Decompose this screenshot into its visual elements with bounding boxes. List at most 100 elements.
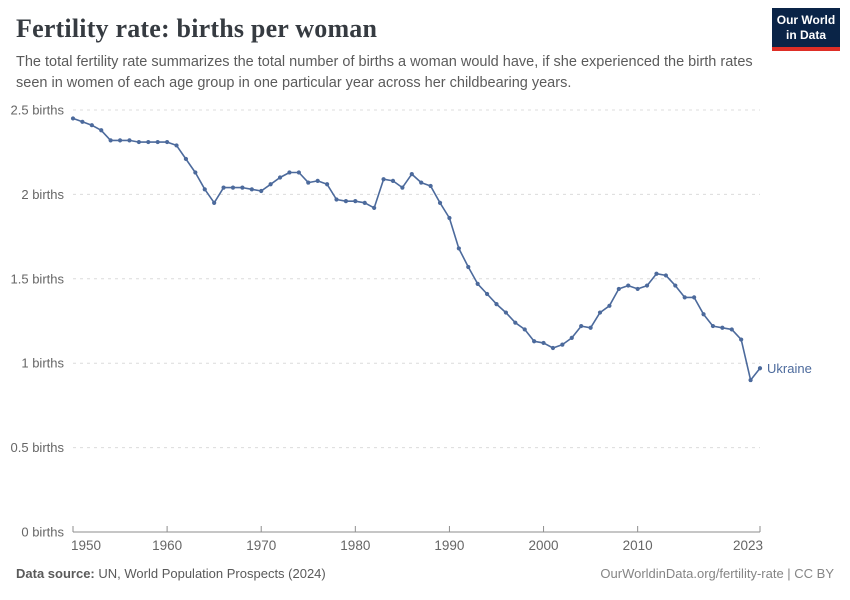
data-point[interactable] [447,215,452,221]
data-point[interactable] [155,139,160,145]
data-point[interactable] [729,327,734,332]
data-source-text: UN, World Population Prospects (2024) [98,566,326,581]
data-point[interactable] [362,200,367,205]
data-point[interactable] [212,200,217,205]
data-point[interactable] [409,172,414,177]
data-point[interactable] [503,310,509,315]
data-point[interactable] [484,291,490,297]
data-point[interactable] [597,310,603,315]
data-point[interactable] [277,175,283,180]
data-point[interactable] [268,182,273,187]
data-point[interactable] [701,312,706,317]
data-point[interactable] [183,156,189,162]
data-point[interactable] [560,342,565,347]
x-tick-label: 1970 [246,538,276,553]
data-point[interactable] [513,320,518,325]
data-point[interactable] [221,185,226,190]
chart-header: Fertility rate: births per woman The tot… [16,8,840,94]
data-point[interactable] [372,205,377,211]
data-point[interactable] [456,246,461,251]
data-point[interactable] [165,139,170,145]
data-point[interactable] [324,182,330,187]
chart-footer: Data source: UN, World Population Prospe… [16,566,834,588]
data-point[interactable] [259,188,264,194]
data-point[interactable] [663,273,668,278]
data-point[interactable] [80,119,85,124]
data-point[interactable] [400,185,405,190]
x-tick-label: 2000 [529,538,559,553]
page-title: Fertility rate: births per woman [16,14,378,43]
data-point[interactable] [635,286,640,292]
data-point[interactable] [343,199,349,204]
data-point[interactable] [390,178,396,183]
data-point[interactable] [644,283,650,288]
data-source-label: Data source: [16,566,95,581]
data-point[interactable] [437,200,443,205]
data-point[interactable] [296,170,301,175]
data-point[interactable] [550,345,556,351]
data-point[interactable] [682,295,687,300]
data-point[interactable] [89,123,94,128]
data-point[interactable] [757,366,763,371]
x-tick-label: 1960 [152,538,182,553]
data-point[interactable] [616,286,621,292]
owid-logo[interactable]: Our World in Data [772,8,840,51]
y-tick-label: 1 births [21,356,64,371]
y-tick-label: 2.5 births [11,103,65,118]
data-point[interactable] [202,187,207,192]
data-point[interactable] [108,138,113,143]
data-point[interactable] [673,283,678,288]
chart-canvas[interactable]: 0 births 0.5 births 1 births 1.5 births 2 bi… [0,95,850,565]
data-point[interactable] [127,138,132,143]
x-tick-label: 2010 [623,538,653,553]
data-point[interactable] [117,138,123,143]
data-point[interactable] [146,139,151,145]
data-point[interactable] [315,178,320,183]
y-tick-label: 1.5 births [11,271,65,286]
data-point[interactable] [475,281,480,286]
data-point[interactable] [607,303,612,308]
data-point[interactable] [541,340,546,346]
owid-logo-line1: Our World [776,13,836,27]
data-point[interactable] [353,199,358,204]
data-point[interactable] [522,327,527,332]
x-tick-label: 1990 [434,538,464,553]
data-point[interactable] [287,170,292,175]
data-point[interactable] [626,283,631,288]
data-point[interactable] [249,187,254,192]
data-point[interactable] [428,183,433,189]
data-point[interactable] [174,143,179,148]
data-point[interactable] [588,325,593,330]
x-tick-label: 1980 [340,538,370,553]
data-point[interactable] [532,339,537,344]
owid-logo-line2: in Data [785,28,826,42]
data-point[interactable] [70,116,76,121]
data-point[interactable] [419,180,424,185]
data-point[interactable] [193,170,198,175]
data-point[interactable] [748,377,753,383]
data-point[interactable] [136,139,141,145]
data-point[interactable] [654,271,659,276]
data-point[interactable] [230,185,236,190]
series-line[interactable] [72,117,761,381]
y-tick-label: 0 births [21,525,64,540]
data-point[interactable] [739,337,744,342]
data-point[interactable] [381,177,386,182]
entity-label[interactable]: Ukraine [767,361,812,376]
data-point[interactable] [692,295,697,300]
data-point[interactable] [99,128,104,133]
data-point[interactable] [579,323,584,329]
data-point[interactable] [466,264,471,270]
data-source: Data source: UN, World Population Prospe… [16,566,326,588]
data-point[interactable] [569,335,574,340]
data-point[interactable] [306,180,311,185]
data-point[interactable] [720,325,725,330]
credit-link[interactable]: OurWorldinData.org/fertility-rate | CC B… [600,566,834,581]
y-tick-label: 2 births [21,187,64,202]
data-point[interactable] [710,323,716,329]
data-point[interactable] [334,197,339,202]
data-point[interactable] [494,302,499,307]
data-point[interactable] [240,185,245,190]
x-tick-label: 2023 [733,538,763,553]
